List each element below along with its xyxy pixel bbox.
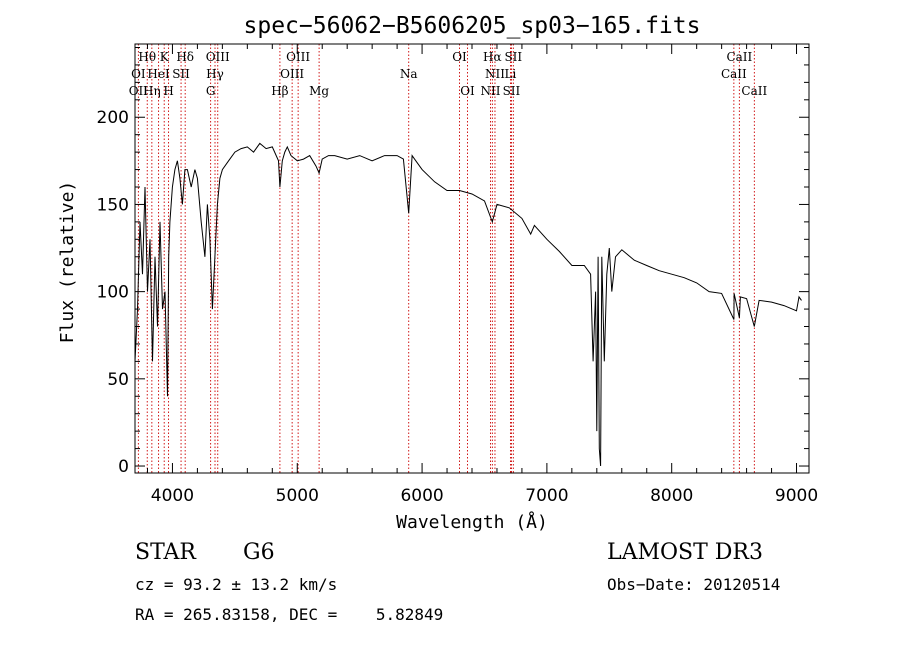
- line-label: OII: [129, 84, 149, 98]
- line-label: HeI: [147, 67, 170, 81]
- line-label: NII: [485, 67, 505, 81]
- line-label: CaII: [721, 67, 747, 81]
- line-label: CaII: [726, 50, 752, 64]
- y-axis-ticks: 0 50 100 150 200: [97, 46, 809, 477]
- line-label: OIII: [206, 50, 230, 64]
- coordinates: RA = 265.83158, DEC = 5.82849: [135, 605, 443, 624]
- object-subclass: G6: [243, 540, 275, 565]
- x-axis-label: Wavelength (Å): [396, 511, 548, 533]
- survey-name: LAMOST DR3: [607, 540, 763, 565]
- line-label: OI: [452, 50, 467, 64]
- line-label: G: [206, 84, 216, 98]
- object-class: STAR: [135, 540, 197, 565]
- y-axis-label: Flux (relative): [57, 181, 78, 344]
- y-tick-label: 200: [97, 108, 129, 128]
- line-label: OI: [460, 84, 475, 98]
- redshift-cz: cz = 93.2 ± 13.2 km/s: [135, 575, 337, 594]
- x-tick-label: 6000: [400, 486, 443, 506]
- y-tick-label: 150: [97, 195, 129, 215]
- line-label: Na: [400, 67, 418, 81]
- line-label: Hα: [483, 50, 502, 64]
- line-label: Hδ: [176, 50, 194, 64]
- line-label: SII: [503, 84, 521, 98]
- line-label: K: [160, 50, 170, 64]
- x-tick-label: 7000: [525, 486, 568, 506]
- line-label: SII: [172, 67, 190, 81]
- line-label: H: [163, 84, 173, 98]
- x-tick-label: 5000: [276, 486, 319, 506]
- line-label: OI: [131, 67, 146, 81]
- x-tick-label: 8000: [650, 486, 693, 506]
- line-label: OIII: [280, 67, 304, 81]
- line-label: SII: [504, 50, 522, 64]
- line-label: Hη: [143, 84, 161, 98]
- line-label: Hβ: [271, 84, 288, 98]
- spectrum-series-line: [134, 142, 802, 467]
- line-label: NII: [480, 84, 500, 98]
- x-tick-label: 9000: [775, 486, 818, 506]
- x-axis-ticks: 4000 5000 6000 7000 8000 9000: [146, 44, 818, 506]
- chart-title: spec−56062−B5606205_sp03−165.fits: [244, 13, 701, 39]
- line-label: Mg: [309, 84, 329, 98]
- y-tick-label: 100: [97, 283, 129, 303]
- line-label: Hγ: [206, 67, 224, 81]
- observation-date: Obs−Date: 20120514: [607, 575, 780, 594]
- line-label: CaII: [741, 84, 767, 98]
- line-label: OIII: [286, 50, 310, 64]
- line-label: Hθ: [138, 50, 156, 64]
- line-label: Li: [505, 67, 517, 81]
- y-tick-label: 50: [107, 370, 129, 390]
- x-tick-label: 4000: [151, 486, 194, 506]
- y-tick-label: 0: [118, 457, 129, 477]
